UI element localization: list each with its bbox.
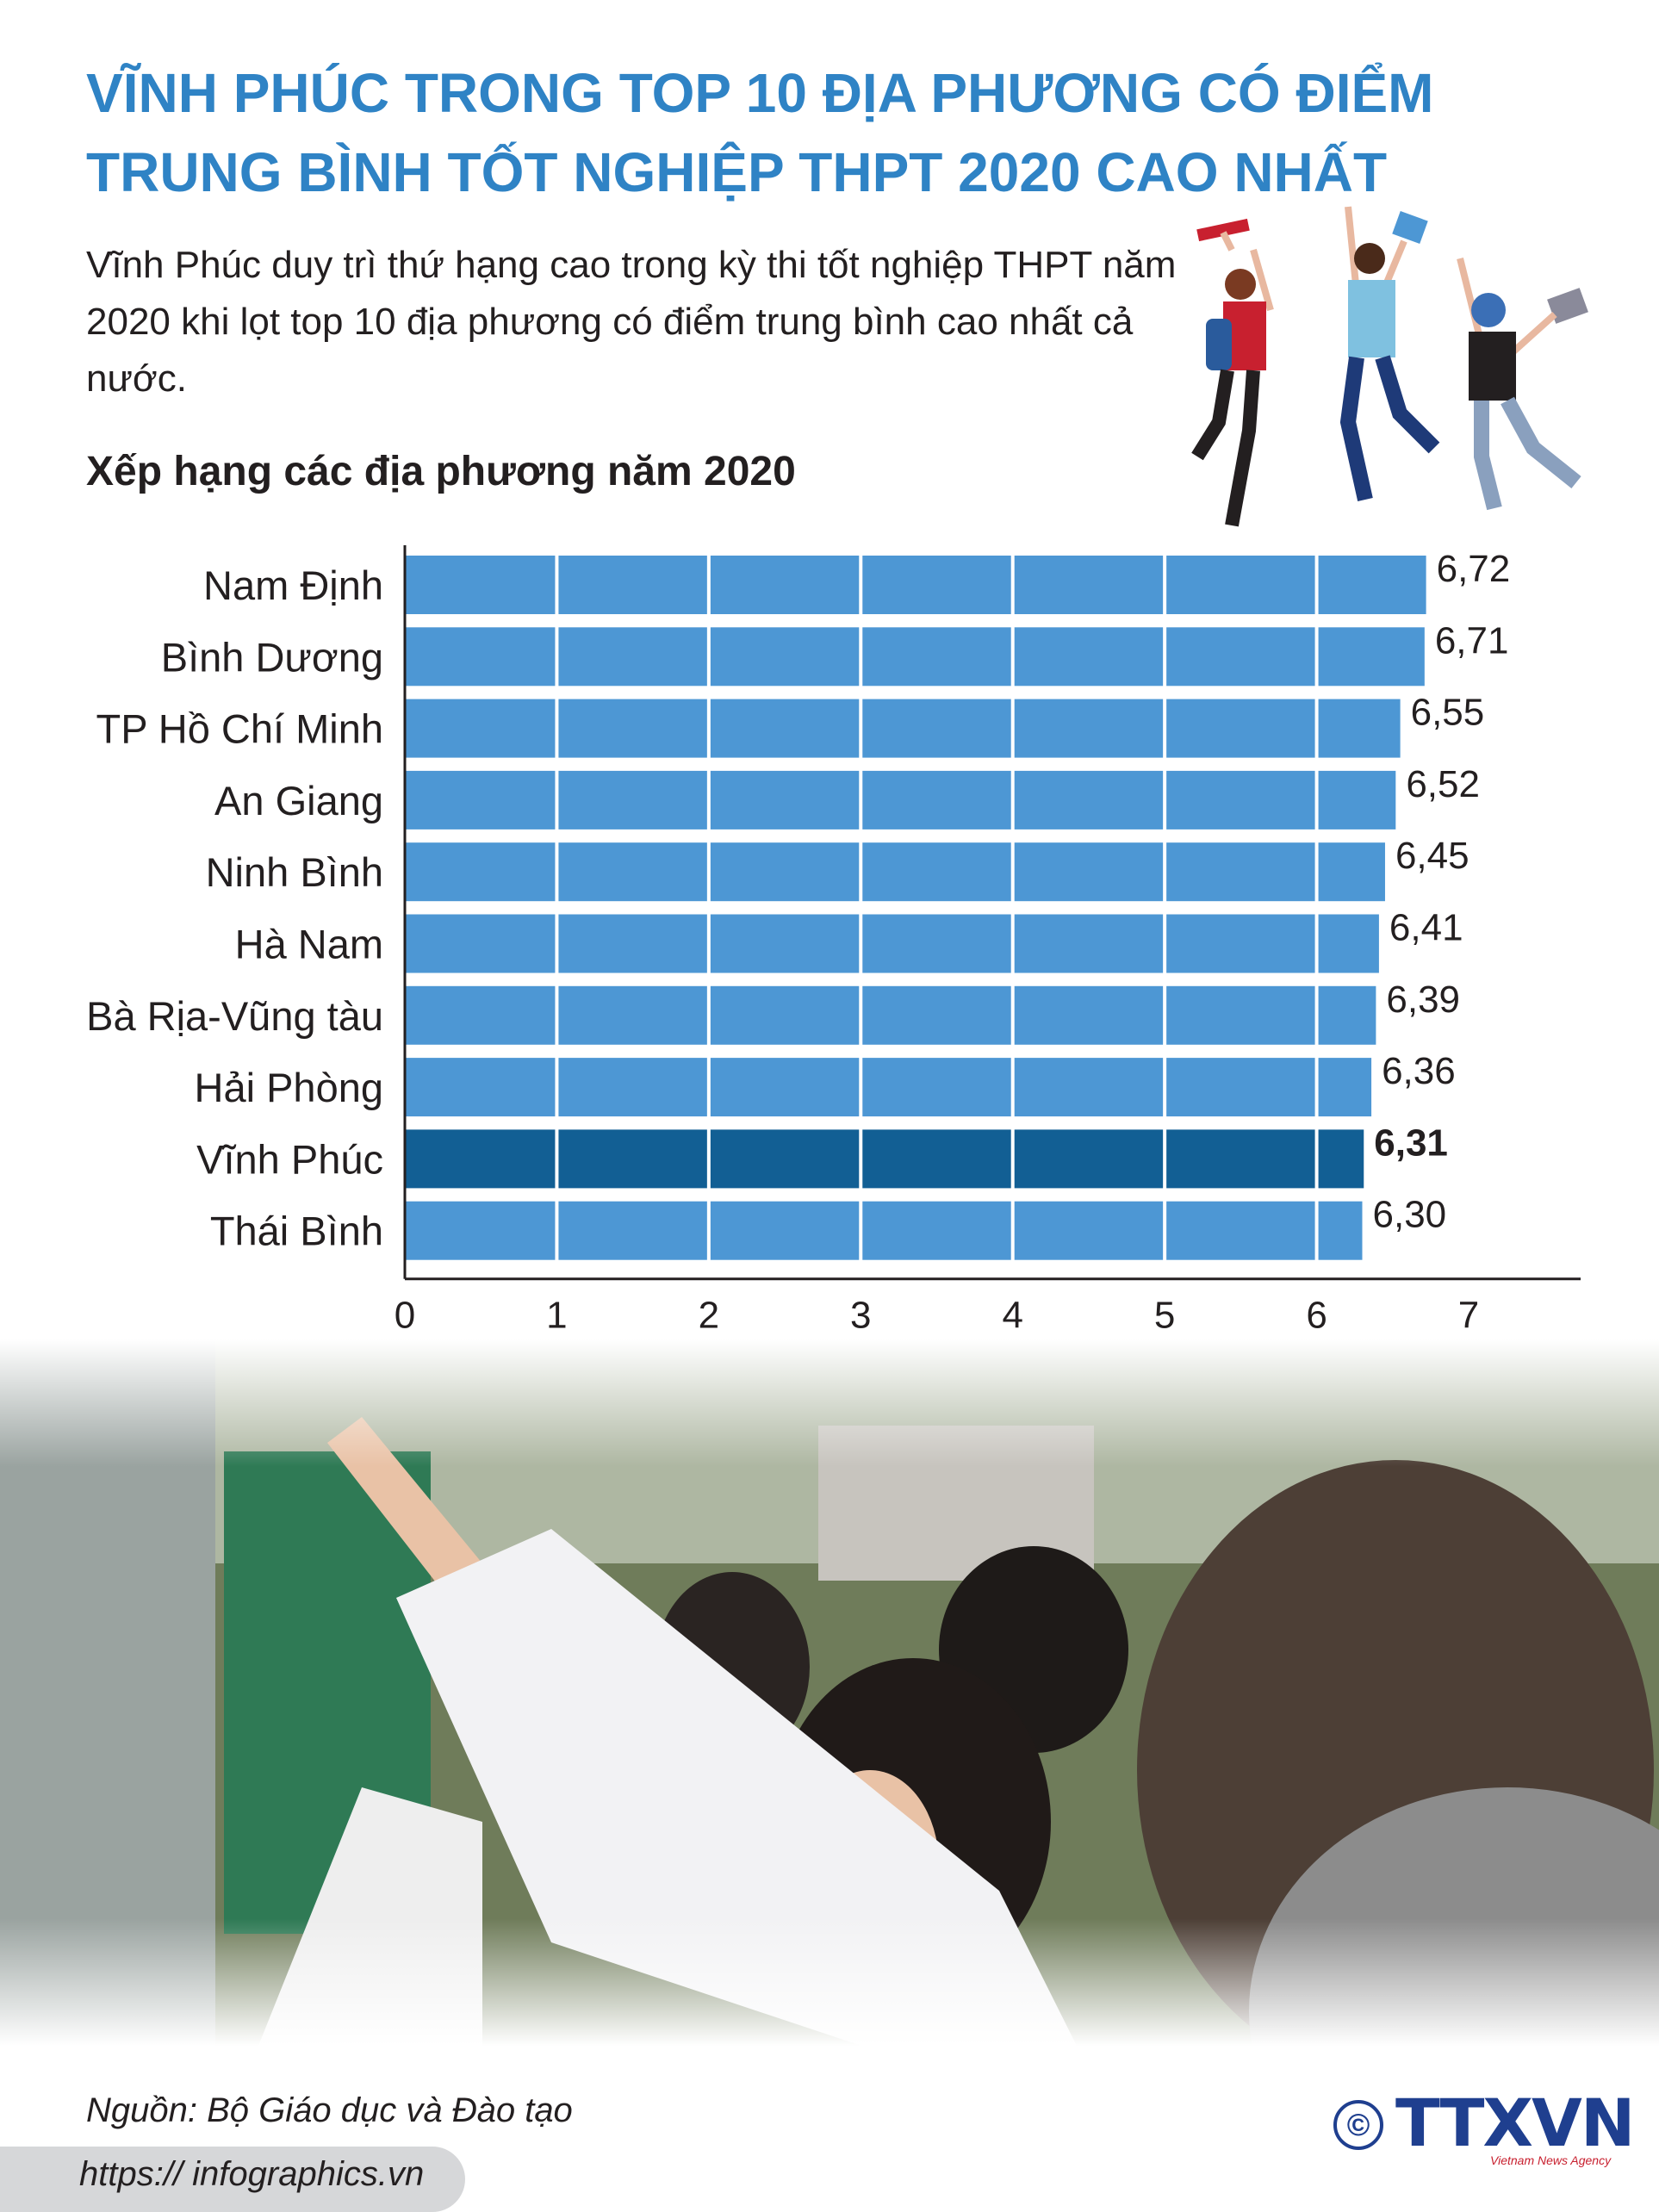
value-label: 6,45 [1395,835,1469,877]
ttxvn-logo: TTXVN [1395,2085,1635,2161]
bar-8 [405,1058,1372,1117]
bar-2 [405,627,1425,687]
bar-1 [405,556,1426,614]
website-link[interactable]: https:// infographics.vn [79,2155,425,2193]
bar-9 [405,1129,1364,1189]
x-tick-label: 6 [1306,1295,1327,1337]
category-label: Nam Định [203,562,383,608]
copyright-icon: © [1333,2100,1383,2150]
lead-paragraph: Vĩnh Phúc duy trì thứ hạng cao trong kỳ … [86,244,1177,400]
source-note: Nguồn: Bộ Giáo dục và Đào tạo [86,2091,573,2129]
page-title: VĨNH PHÚC TRONG TOP 10 ĐỊA PHƯƠNG CÓ ĐIỂ… [86,53,1619,212]
value-label: 6,71 [1435,619,1509,662]
category-label: Bình Dương [161,634,383,680]
category-label: Vĩnh Phúc [196,1136,383,1182]
category-label: TP Hồ Chí Minh [96,706,383,752]
value-label: 6,52 [1406,763,1480,805]
category-label: Hải Phòng [195,1065,384,1110]
url-bar [0,2147,465,2212]
value-label: 6,36 [1382,1050,1456,1092]
category-label: An Giang [214,778,383,823]
x-tick-label: 4 [1002,1295,1022,1337]
category-label: Hà Nam [235,922,383,967]
x-tick-label: 1 [546,1295,567,1337]
bar-5 [405,842,1385,902]
x-tick-label: 2 [699,1295,719,1337]
title-line-2: TRUNG BÌNH TỐT NGHIỆP THPT 2020 CAO NHẤT [86,141,1388,203]
bar-6 [405,914,1379,973]
value-label: 6,41 [1389,907,1463,949]
bar-3 [405,699,1401,758]
students-photo [0,1339,1659,2046]
category-label: Bà Rịa-Vũng tàu [86,993,383,1039]
bar-chart: Nam Định 6,72 Bình Dương 6,71 TP Hồ Chí Minh… [86,545,1581,1337]
category-label: Ninh Bình [206,849,383,895]
bar-7 [405,985,1376,1045]
value-label: 6,30 [1373,1194,1447,1236]
x-tick-label: 0 [395,1295,415,1337]
bar-10 [405,1201,1363,1260]
value-label: 6,72 [1437,548,1511,590]
value-label: 6,55 [1411,692,1485,734]
chart-title: Xếp hạng các địa phương năm 2020 [86,449,796,494]
jumping-students-illustration [1191,206,1588,527]
x-tick-label: 3 [850,1295,871,1337]
ttxvn-logo-subtitle: Vietnam News Agency [1490,2153,1612,2167]
value-label: 6,39 [1386,979,1460,1021]
title-line-1: VĨNH PHÚC TRONG TOP 10 ĐỊA PHƯƠNG CÓ ĐIỂ… [86,62,1434,124]
bar-4 [405,770,1396,830]
value-label: 6,31 [1374,1122,1448,1164]
x-tick-label: 7 [1458,1295,1479,1337]
category-label: Thái Bình [210,1209,383,1254]
x-tick-label: 5 [1154,1295,1175,1337]
